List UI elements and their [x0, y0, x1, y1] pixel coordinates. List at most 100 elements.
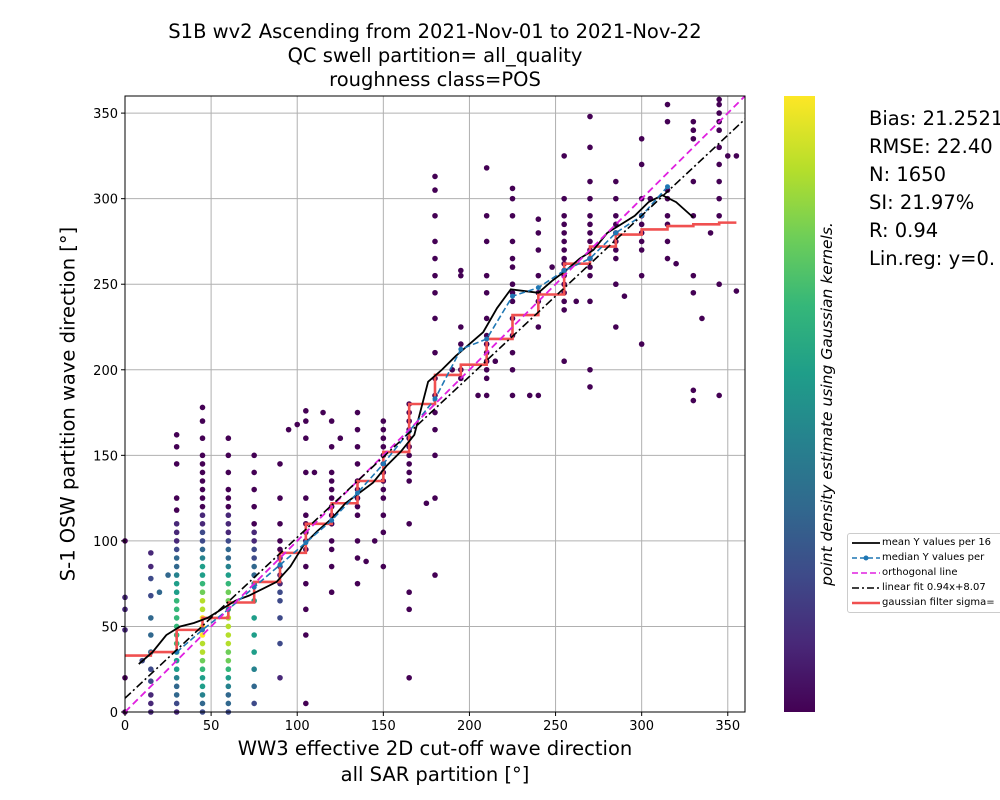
legend-label-linear-fit: linear fit 0.94x+8.07	[882, 582, 986, 593]
scatter-point	[509, 238, 516, 245]
scatter-point	[173, 495, 180, 501]
scatter-point	[716, 392, 722, 399]
scatter-point	[549, 264, 555, 270]
scatter-point	[148, 692, 154, 698]
scatter-point	[535, 216, 542, 222]
scatter-point	[337, 435, 344, 442]
scatter-point	[380, 563, 387, 570]
scatter-point	[251, 503, 257, 510]
scatter-point	[483, 392, 490, 399]
scatter-point	[380, 435, 387, 442]
legend-label-gaussian: gaussian filter sigma=	[882, 597, 995, 608]
scatter-point	[148, 592, 154, 599]
scatter-point	[199, 572, 206, 578]
scatter-point	[716, 195, 722, 202]
legend-label-median: median Y values per	[882, 552, 985, 563]
scatter-point	[561, 221, 567, 228]
scatter-point	[225, 486, 232, 493]
scatter-point	[173, 461, 180, 467]
scatter-point	[371, 538, 378, 544]
scatter-point	[225, 546, 232, 553]
scatter-point	[509, 195, 516, 202]
scatter-point	[173, 432, 180, 438]
scatter-point	[716, 144, 722, 151]
scatter-point	[475, 392, 481, 399]
scatter-point	[199, 692, 206, 698]
scatter-point	[199, 606, 206, 613]
scatter-point	[225, 692, 232, 698]
scatter-point	[664, 238, 671, 245]
scatter-point	[613, 324, 619, 330]
scatter-point	[294, 421, 301, 428]
scatter-point	[199, 683, 206, 690]
scatter-point	[380, 443, 387, 450]
scatter-point	[380, 486, 387, 493]
scatter-point	[587, 113, 593, 120]
scatter-point	[716, 212, 722, 219]
scatter-point	[225, 512, 232, 519]
scatter-point	[251, 700, 257, 707]
scatter-point	[225, 495, 232, 501]
scatter-point	[148, 666, 154, 673]
scatter-point	[587, 264, 593, 270]
scatter-point	[225, 589, 232, 596]
scatter-point	[716, 101, 722, 108]
scatter-point	[638, 135, 645, 142]
scatter-point	[509, 349, 516, 356]
scatter-point	[148, 575, 154, 582]
scatter-point	[225, 683, 232, 690]
y-tick-label: 300	[93, 193, 118, 208]
median-marker	[329, 517, 335, 523]
scatter-point	[251, 649, 257, 655]
series-line-median	[176, 186, 669, 653]
chart-title-line-2: QC swell partition= all_quality	[287, 44, 583, 67]
scatter-point	[225, 555, 232, 561]
scatter-point	[483, 165, 490, 171]
scatter-point	[199, 452, 206, 459]
scatter-point	[199, 503, 206, 510]
scatter-point	[380, 529, 387, 536]
stat-si: SI: 21.97%	[869, 191, 975, 214]
scatter-point	[199, 435, 206, 442]
scatter-point	[561, 307, 567, 313]
median-marker	[303, 540, 309, 546]
median-marker	[277, 562, 283, 568]
scatter-point	[561, 298, 567, 305]
scatter-point	[509, 212, 516, 219]
scatter-point	[690, 178, 697, 185]
scatter-point	[328, 469, 335, 476]
scatter-point	[587, 272, 593, 279]
legend-swatch-linear-fit	[852, 587, 880, 589]
scatter-point	[561, 238, 567, 245]
scatter-point	[354, 512, 361, 519]
scatter-point	[303, 632, 309, 638]
scatter-point	[251, 538, 257, 544]
scatter-point	[199, 538, 206, 544]
axis-ticks: 0 50 100 150 200 250 300 350 0 50 100 150 200 250 300 3…	[93, 107, 740, 734]
x-tick-label: 300	[629, 719, 654, 734]
scatter-point	[690, 127, 697, 134]
scatter-point	[303, 435, 309, 442]
scatter-point	[638, 247, 645, 253]
scatter-point	[483, 289, 490, 296]
x-axis-label-line-1: WW3 effective 2D cut-off wave direction	[237, 737, 633, 760]
median-marker	[510, 293, 515, 299]
scatter-point	[664, 212, 671, 219]
scatter-point	[148, 615, 154, 621]
scatter-point	[328, 478, 335, 484]
scatter-point	[303, 512, 309, 519]
series-line-mean	[138, 194, 694, 665]
legend: mean Y values per 16 median Y values per…	[847, 533, 1000, 613]
scatter-point	[328, 495, 335, 501]
legend-swatch-mean	[852, 542, 880, 544]
scatter-point	[303, 418, 309, 424]
scatter-point	[432, 572, 438, 578]
median-marker	[484, 336, 490, 342]
scatter-point	[199, 580, 206, 587]
scatter-point	[173, 572, 180, 578]
y-tick-label: 150	[93, 449, 118, 464]
scatter-point	[664, 101, 671, 108]
scatter-point	[587, 212, 593, 219]
scatter-point	[277, 674, 283, 681]
scatter-point	[432, 495, 438, 501]
